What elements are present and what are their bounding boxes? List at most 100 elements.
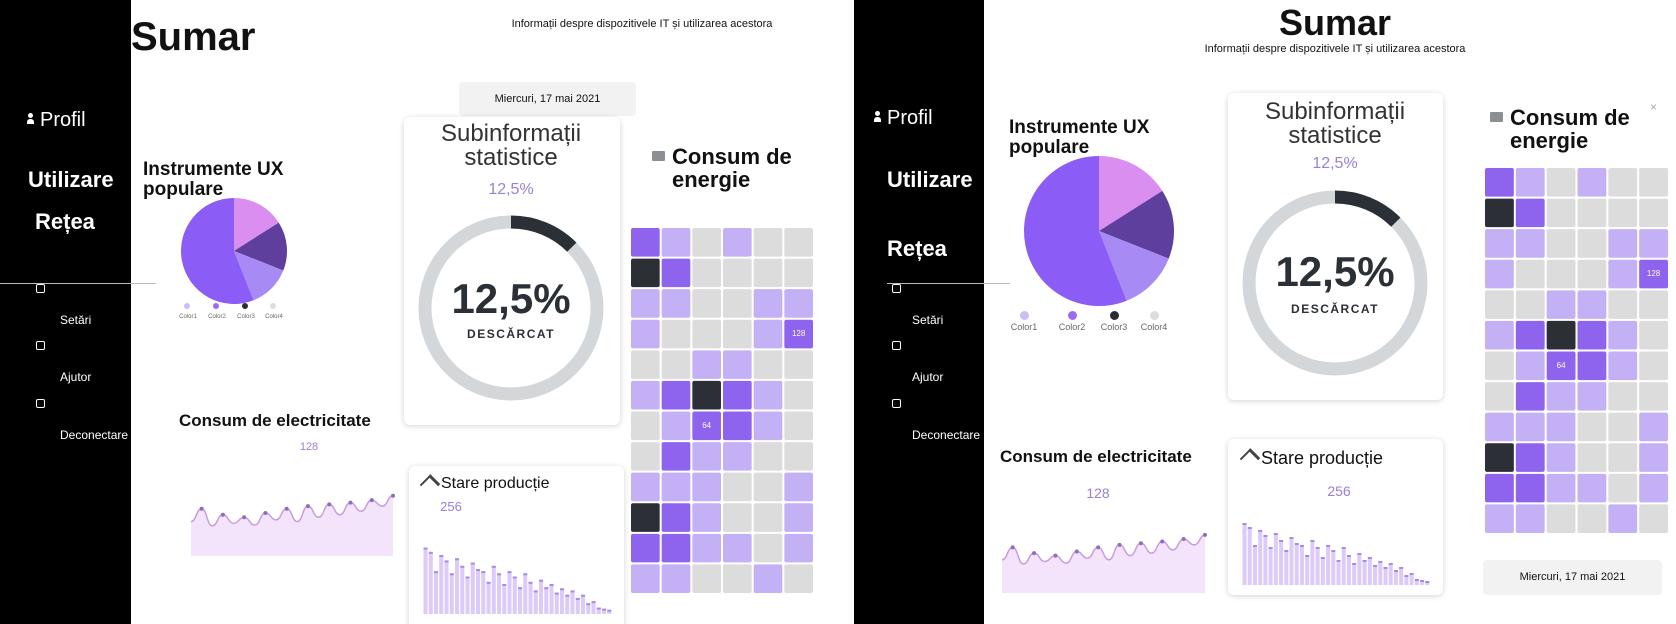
- heatmap-cell: [753, 258, 783, 288]
- heatmap-cell: [692, 503, 721, 532]
- heatmap-cell: [753, 442, 783, 471]
- heatmap-cell: [723, 564, 752, 593]
- heatmap-cell: [1515, 168, 1545, 197]
- heatmap-cell: [1485, 198, 1514, 228]
- heatmap-cell: [1577, 198, 1607, 228]
- legend-swatch: [1068, 311, 1077, 321]
- folder-icon: [652, 151, 665, 161]
- heatmap-cell: [692, 289, 721, 318]
- close-button[interactable]: ×: [1650, 100, 1658, 114]
- heatmap-cell: [692, 411, 721, 441]
- heatmap-cell: [784, 289, 813, 318]
- date-box: [459, 82, 636, 116]
- legend-swatch: [1150, 311, 1159, 321]
- menu-item[interactable]: Ajutor: [60, 370, 92, 384]
- heatmap-cell: [1608, 443, 1638, 472]
- heatmap-cell: [631, 411, 660, 441]
- folder-icon: [1490, 112, 1503, 122]
- heatmap-cell: [753, 319, 783, 349]
- menu-item[interactable]: Setări: [912, 313, 944, 327]
- profile-icon: [28, 113, 33, 118]
- heatmap-cell: [1577, 351, 1607, 381]
- legend-swatch: [270, 302, 276, 309]
- heatmap-cell: [661, 228, 691, 257]
- cell-label: 128: [792, 329, 806, 338]
- menu-item[interactable]: Deconectare: [60, 428, 129, 442]
- nav-item[interactable]: Rețea: [887, 236, 947, 261]
- heatmap-cell: [1577, 290, 1607, 319]
- dashboard: Sumar Informații despre dispozitivele IT …: [854, 0, 1676, 624]
- heatmap-cell: [692, 350, 721, 379]
- menu-item[interactable]: Deconectare: [912, 428, 981, 442]
- heatmap-cell: [1577, 259, 1607, 289]
- legend-swatch: [184, 302, 190, 309]
- heatmap-cell: [723, 228, 752, 257]
- energy-heatmap: 128 64: [1485, 168, 1668, 533]
- nav-item[interactable]: Utilizare: [28, 167, 114, 192]
- electricity-title: Consum de electricitate: [179, 410, 371, 430]
- legend-label: Color3: [1100, 321, 1128, 332]
- heatmap-cell: [661, 564, 691, 593]
- heatmap-cell: [1485, 168, 1514, 197]
- sidebar: [854, 0, 984, 624]
- divider: [0, 283, 156, 284]
- energy-title: Consum de energie: [672, 144, 792, 192]
- heatmap-cell: [1639, 168, 1668, 197]
- heatmap-cell: [1639, 382, 1668, 411]
- menu-item[interactable]: Ajutor: [912, 370, 944, 384]
- heatmap-cell: [1639, 412, 1668, 442]
- heatmap-cell: [784, 258, 813, 288]
- heatmap-cell: [1608, 504, 1638, 533]
- menu-icon: [892, 284, 901, 293]
- heatmap-cell: [1546, 198, 1576, 228]
- nav-item[interactable]: Rețea: [35, 209, 95, 234]
- heatmap-cell: [723, 503, 752, 532]
- legend-label: Color4: [1140, 321, 1168, 332]
- legend-label: Color3: [237, 314, 255, 320]
- heatmap-cell: [631, 319, 660, 349]
- heatmap-cell: [1639, 229, 1668, 258]
- nav-item[interactable]: Utilizare: [887, 167, 973, 192]
- heatmap-cell: [631, 258, 660, 288]
- heatmap-cell: [753, 472, 783, 502]
- heatmap-cell: [1515, 504, 1545, 533]
- heatmap-cell: [1515, 290, 1545, 319]
- heatmap-cell: [1608, 229, 1638, 258]
- nav-item[interactable]: Profil: [887, 107, 933, 129]
- heatmap-cell: [1515, 382, 1545, 411]
- stats-value: 12,5%: [488, 181, 534, 198]
- stats-big: 12,5%: [1275, 248, 1395, 295]
- stats-label: DESCĂRCAT: [467, 327, 555, 341]
- heatmap-cell: [1577, 168, 1607, 197]
- heatmap-cell: [631, 380, 660, 410]
- heatmap-cell: [1639, 443, 1668, 472]
- heatmap-cell: [784, 350, 813, 379]
- heatmap-cell: [1546, 443, 1576, 472]
- heatmap-cell: [1546, 382, 1576, 411]
- heatmap-cell: [1608, 290, 1638, 319]
- heatmap-cell: [1608, 382, 1638, 411]
- heatmap-cell: [1639, 473, 1668, 503]
- heatmap-cell: [1608, 351, 1638, 381]
- stats-value: 12,5%: [1312, 155, 1358, 172]
- heatmap-cell: [692, 319, 721, 349]
- stats-title: Subinformații statistice: [440, 120, 582, 171]
- heatmap-cell: [661, 442, 691, 471]
- nav-item[interactable]: Profil: [40, 109, 86, 131]
- menu-item[interactable]: Setări: [60, 313, 92, 327]
- heatmap-cell: [692, 380, 721, 410]
- heatmap-cell: [1608, 198, 1638, 228]
- heatmap-cell: [661, 472, 691, 502]
- heatmap-cell: [723, 350, 752, 379]
- cell-label: 64: [702, 421, 711, 430]
- date: Miercuri, 17 mai 2021: [494, 92, 601, 105]
- heatmap-cell: [661, 533, 691, 563]
- heatmap-cell: [784, 411, 813, 441]
- heatmap-cell: [1485, 504, 1514, 533]
- menu-icon: [36, 284, 45, 293]
- heatmap-cell: [784, 319, 813, 349]
- heatmap-cell: [692, 533, 721, 563]
- heatmap-cell: [753, 411, 783, 441]
- electricity-value: 128: [299, 440, 319, 453]
